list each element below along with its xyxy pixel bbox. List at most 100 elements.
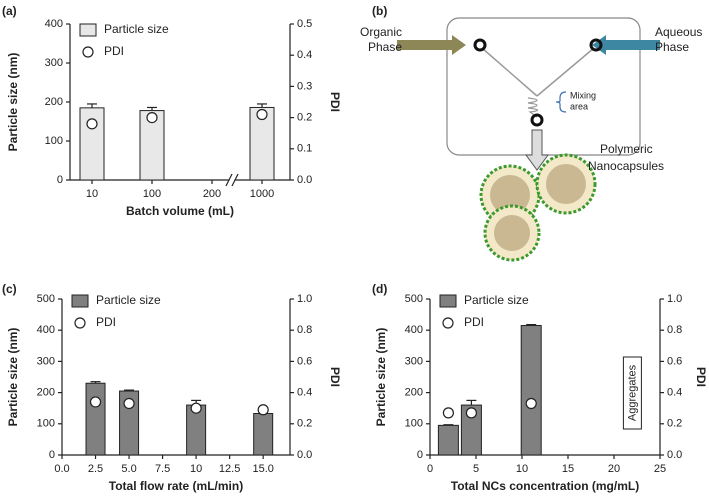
pdi-point [86,118,98,130]
y-tick-label: 100 [405,418,423,430]
y-tick-label: 0 [417,449,423,461]
bracket [555,91,567,113]
panel-label: (b) [372,4,387,18]
y2-tick-label: 0.2 [297,112,312,124]
channel [536,47,595,97]
legend-swatch [442,317,454,329]
y-tick-label: 200 [37,387,55,399]
legend-swatch [82,46,94,58]
y2-tick-label: 0.4 [297,49,312,61]
legend-label: PDI [104,44,124,58]
y2-tick-label: 0.0 [297,449,312,461]
mixing-label: Mixing [570,90,596,100]
bar [520,325,542,456]
aqueous-label: Phase [655,40,689,54]
y-tick-label: 400 [405,324,423,336]
y2-tick-label: 0.1 [297,143,312,155]
x-tick-label: 200 [203,188,221,200]
bar [253,413,274,456]
x-tick-label: 7.5 [155,463,170,475]
y-tick-label: 0 [49,449,55,461]
bar [85,382,106,456]
y-axis-title: Particle size (nm) [374,328,388,427]
y2-axis-title: PDI [328,92,342,112]
x-axis-title: Total flow rate (mL/min) [109,479,243,493]
y-tick-label: 400 [45,18,63,30]
y2-tick-label: 0.0 [297,174,312,186]
pdi-point [442,407,454,419]
capsule-core [490,175,530,215]
x-tick-label: 1000 [250,188,274,200]
diagram: (b) Mixing area Organic Phase Aqueous Ph… [360,4,702,262]
organic-label: Phase [368,40,402,54]
y2-tick-label: 0.6 [297,355,312,367]
capsule-core [494,215,530,251]
pdi-point [256,108,268,121]
aqueous-label: Aqueous [655,25,702,39]
pdi-point [89,396,102,408]
panel-label: (a) [2,4,17,18]
y2-tick-label: 0.3 [297,80,312,92]
legend-swatch [74,317,86,329]
y-tick-label: 100 [45,135,63,147]
legend-label: Particle size [96,293,161,307]
x-tick-label: 2.5 [88,463,103,475]
x-tick-label: 10 [516,463,528,475]
y-tick-label: 200 [45,96,63,108]
y-tick-label: 100 [37,418,55,430]
y-tick-label: 300 [405,355,423,367]
y2-tick-label: 0.2 [667,418,682,430]
inlet [589,38,603,52]
inlet [473,38,487,52]
y-tick-label: 500 [405,293,423,305]
y2-tick-label: 0.4 [667,387,682,399]
pdi-point [257,404,269,416]
x-tick-label: 0 [427,463,433,475]
organic-label: Organic [360,25,402,39]
bar [460,404,482,456]
y2-tick-label: 1.0 [297,293,312,305]
x-tick-label: 25 [654,463,666,475]
y2-tick-label: 1.0 [667,293,682,305]
legend-swatch [79,23,97,37]
mixer-coil [527,97,539,118]
legend-label: Particle size [464,293,529,307]
y2-tick-label: 0.8 [297,324,312,336]
product-label: Nanocapsules [588,159,664,173]
y-axis-title: Particle size (nm) [6,328,20,427]
bar [437,424,459,456]
legend-label: PDI [464,315,484,329]
annotation-box [622,356,642,430]
bar [249,106,275,181]
y-tick-label: 300 [45,57,63,69]
y-tick-label: 300 [37,355,55,367]
bar [119,390,140,456]
pdi-point [465,407,477,419]
y2-tick-label: 0.5 [297,18,312,30]
y2-axis-title: PDI [328,367,342,387]
pdi-point [146,111,158,124]
aqueous-arrow [592,35,660,55]
pdi-point [123,397,135,410]
panel-label: (c) [2,282,17,296]
x-tick-label: 10 [190,463,202,475]
y-tick-label: 500 [37,293,55,305]
y-tick-label: 200 [405,387,423,399]
organic-arrow [397,35,466,55]
x-tick-label: 12.5 [219,463,240,475]
legend-swatch [439,294,457,308]
x-tick-label: 5 [473,463,479,475]
x-axis-title: Total NCs concentration (mg/mL) [451,479,639,493]
y-tick-label: 0 [57,174,63,186]
x-tick-label: 10 [86,188,98,200]
legend-label: Particle size [104,22,169,36]
pdi-point [190,402,202,414]
panel-label: (d) [372,282,387,296]
y2-axis-title: PDI [694,367,708,387]
capsule-core [546,164,586,204]
chip [446,17,641,156]
annotation: Aggregates [626,364,638,421]
pdi-point [525,397,537,410]
axis-break [225,173,233,187]
